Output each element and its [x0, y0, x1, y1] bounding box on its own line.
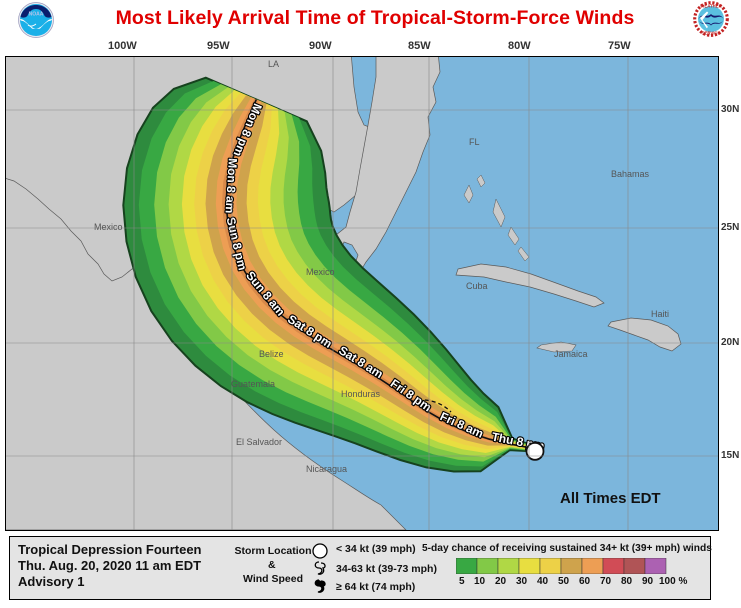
svg-text:El Salvador: El Salvador [236, 437, 282, 447]
svg-text:LA: LA [268, 59, 279, 69]
svg-text:WEATHER: WEATHER [700, 3, 722, 8]
svg-text:Mexico: Mexico [306, 267, 335, 277]
svg-text:Mexico: Mexico [94, 222, 123, 232]
svg-text:NOAA: NOAA [29, 12, 44, 18]
svg-text:Bahamas: Bahamas [611, 169, 650, 179]
svg-text:SERVICE: SERVICE [702, 31, 721, 36]
svg-text:Nicaragua: Nicaragua [306, 464, 347, 474]
svg-text:Guatemala: Guatemala [231, 379, 275, 389]
svg-text:Belize: Belize [259, 349, 284, 359]
svg-text:FL: FL [469, 137, 480, 147]
svg-text:Jamaica: Jamaica [554, 349, 588, 359]
svg-text:Honduras: Honduras [341, 389, 381, 399]
svg-text:Haiti: Haiti [651, 309, 669, 319]
svg-text:Cuba: Cuba [466, 281, 488, 291]
